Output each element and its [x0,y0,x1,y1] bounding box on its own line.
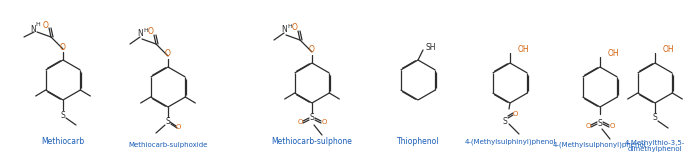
Text: S: S [166,117,170,126]
Text: S: S [60,111,65,120]
Text: Methiocarb-sulphoxide: Methiocarb-sulphoxide [128,142,208,148]
Text: H: H [287,24,292,29]
Text: O: O [43,20,49,29]
Text: OH: OH [663,44,675,53]
Text: O: O [292,24,298,33]
Text: S: S [502,117,507,126]
Text: O: O [512,111,518,117]
Text: S: S [598,119,602,128]
Text: O: O [309,46,315,55]
Text: OH: OH [608,49,620,58]
Text: O: O [60,42,66,51]
Text: O: O [609,123,615,129]
Text: Methiocarb: Methiocarb [42,137,85,146]
Text: O: O [176,124,180,130]
Text: O: O [321,119,327,125]
Text: Methiocarb-sulphone: Methiocarb-sulphone [271,137,353,146]
Text: O: O [165,49,171,58]
Text: S: S [652,113,657,122]
Text: 4-(Methylsulphonyl)phenol: 4-(Methylsulphonyl)phenol [553,142,647,148]
Text: 4-(Methylsulphinyl)phenol: 4-(Methylsulphinyl)phenol [464,139,556,145]
Text: O: O [585,123,591,129]
Text: H: H [144,27,149,33]
Text: O: O [148,27,154,36]
Text: SH: SH [426,44,437,53]
Text: OH: OH [518,44,530,53]
Text: N: N [30,24,36,33]
Text: N: N [281,26,287,35]
Text: 4-Methylthio-3,5-
dimethylphenol: 4-Methylthio-3,5- dimethylphenol [625,140,685,153]
Text: S: S [310,113,314,122]
Text: Thiophenol: Thiophenol [397,137,439,146]
Text: H: H [35,22,40,27]
Text: N: N [137,29,143,38]
Text: O: O [297,119,303,125]
